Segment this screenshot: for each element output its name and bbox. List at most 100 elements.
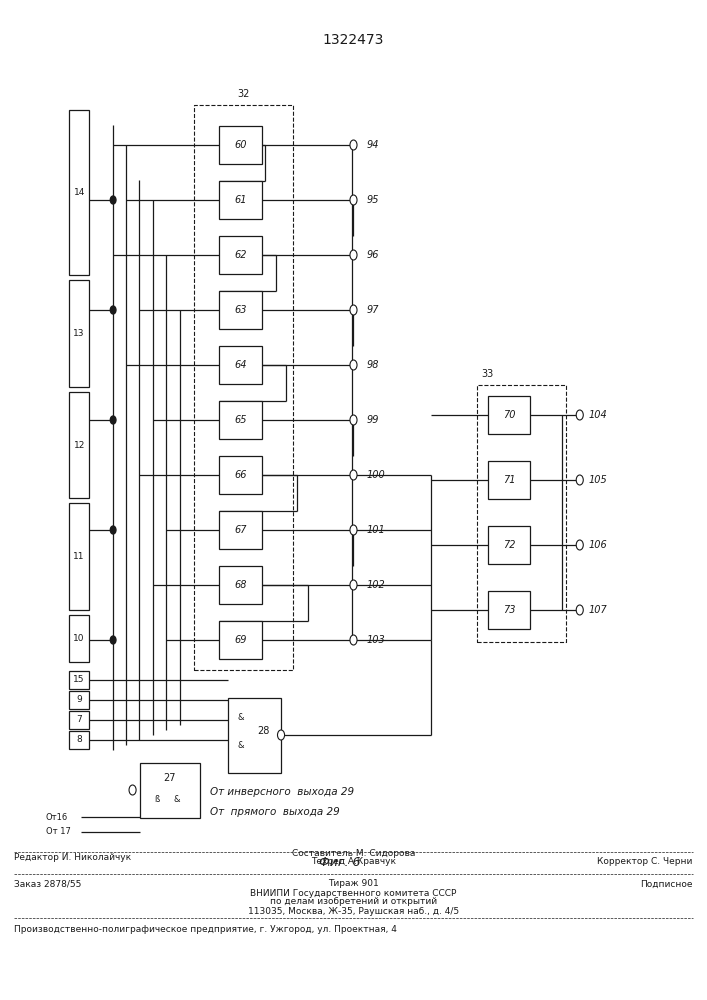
Text: 66: 66 <box>234 470 247 480</box>
Text: От инверсного  выхода 29: От инверсного выхода 29 <box>210 787 354 797</box>
Circle shape <box>350 635 357 645</box>
Text: 60: 60 <box>234 140 247 150</box>
Text: 62: 62 <box>234 250 247 260</box>
Bar <box>219 236 262 274</box>
Circle shape <box>350 525 357 535</box>
Bar <box>219 126 262 164</box>
Text: 9: 9 <box>76 696 82 704</box>
Text: 32: 32 <box>238 89 250 99</box>
Bar <box>219 346 262 384</box>
Circle shape <box>110 306 116 314</box>
Text: 73: 73 <box>503 605 515 615</box>
Text: 8: 8 <box>76 736 82 744</box>
Bar <box>488 591 530 629</box>
Text: Тираж 901: Тираж 901 <box>328 880 379 888</box>
Text: 95: 95 <box>366 195 379 205</box>
Text: 7: 7 <box>76 716 82 724</box>
Bar <box>488 526 530 564</box>
Text: 70: 70 <box>503 410 515 420</box>
Circle shape <box>350 415 357 425</box>
Text: 96: 96 <box>366 250 379 260</box>
Circle shape <box>350 140 357 150</box>
Text: 64: 64 <box>234 360 247 370</box>
Text: 99: 99 <box>366 415 379 425</box>
Text: Производственно-полиграфическое предприятие, г. Ужгород, ул. Проектная, 4: Производственно-полиграфическое предприя… <box>14 926 397 934</box>
Text: От16: От16 <box>46 812 68 822</box>
Bar <box>219 291 262 329</box>
Text: 69: 69 <box>234 635 247 645</box>
Bar <box>194 105 293 670</box>
Bar <box>69 110 89 275</box>
Text: 98: 98 <box>366 360 379 370</box>
Text: Техред А.Кравчук: Техред А.Кравчук <box>311 857 396 866</box>
Bar <box>69 731 89 749</box>
Text: Фиг. 6: Фиг. 6 <box>319 856 360 868</box>
Circle shape <box>350 360 357 370</box>
Bar <box>219 181 262 219</box>
Text: От 17: От 17 <box>46 828 71 836</box>
Text: 1322473: 1322473 <box>323 33 384 47</box>
Text: 105: 105 <box>588 475 607 485</box>
Text: Редактор И. Николайчук: Редактор И. Николайчук <box>14 852 132 861</box>
Circle shape <box>110 196 116 204</box>
Circle shape <box>129 785 136 795</box>
Bar <box>69 711 89 729</box>
Bar <box>69 615 89 662</box>
Circle shape <box>576 410 583 420</box>
Bar <box>219 456 262 494</box>
Text: 72: 72 <box>503 540 515 550</box>
Text: 101: 101 <box>366 525 385 535</box>
Text: 106: 106 <box>588 540 607 550</box>
Circle shape <box>576 605 583 615</box>
Circle shape <box>350 580 357 590</box>
Bar <box>139 762 199 818</box>
Bar <box>477 385 566 642</box>
Text: 28: 28 <box>257 726 269 736</box>
Text: 33: 33 <box>481 369 493 379</box>
Text: 63: 63 <box>234 305 247 315</box>
Bar <box>69 503 89 610</box>
Text: 94: 94 <box>366 140 379 150</box>
Text: 11: 11 <box>74 552 85 561</box>
Text: 107: 107 <box>588 605 607 615</box>
Circle shape <box>110 416 116 424</box>
Text: 14: 14 <box>74 188 85 197</box>
Text: &: & <box>173 796 180 804</box>
Bar <box>219 621 262 659</box>
Bar <box>69 691 89 709</box>
Text: 67: 67 <box>234 525 247 535</box>
Text: &: & <box>237 740 244 750</box>
Circle shape <box>350 250 357 260</box>
Text: 71: 71 <box>503 475 515 485</box>
Bar <box>69 671 89 689</box>
Text: Заказ 2878/55: Заказ 2878/55 <box>14 880 81 888</box>
Bar <box>228 698 281 772</box>
Text: 12: 12 <box>74 441 85 450</box>
Text: Корректор С. Черни: Корректор С. Черни <box>597 857 693 866</box>
Circle shape <box>350 305 357 315</box>
Text: 15: 15 <box>74 676 85 684</box>
Text: по делам изобретений и открытий: по делам изобретений и открытий <box>270 898 437 906</box>
Text: 100: 100 <box>366 470 385 480</box>
Text: ВНИИПИ Государственного комитета СССР: ВНИИПИ Государственного комитета СССР <box>250 888 457 898</box>
Text: 104: 104 <box>588 410 607 420</box>
Bar <box>488 461 530 499</box>
Text: 68: 68 <box>234 580 247 590</box>
Text: Составитель М. Сидорова: Составитель М. Сидорова <box>292 848 415 857</box>
Text: 61: 61 <box>234 195 247 205</box>
Text: 103: 103 <box>366 635 385 645</box>
Text: 13: 13 <box>74 329 85 338</box>
Circle shape <box>110 526 116 534</box>
Text: 97: 97 <box>366 305 379 315</box>
Bar <box>219 566 262 604</box>
Circle shape <box>277 730 284 740</box>
Circle shape <box>576 540 583 550</box>
Circle shape <box>110 636 116 644</box>
Text: От  прямого  выхода 29: От прямого выхода 29 <box>210 807 340 817</box>
Bar <box>69 280 89 387</box>
Text: &: & <box>237 712 244 721</box>
Bar <box>69 392 89 498</box>
Text: ß: ß <box>154 796 160 804</box>
Circle shape <box>350 470 357 480</box>
Circle shape <box>350 195 357 205</box>
